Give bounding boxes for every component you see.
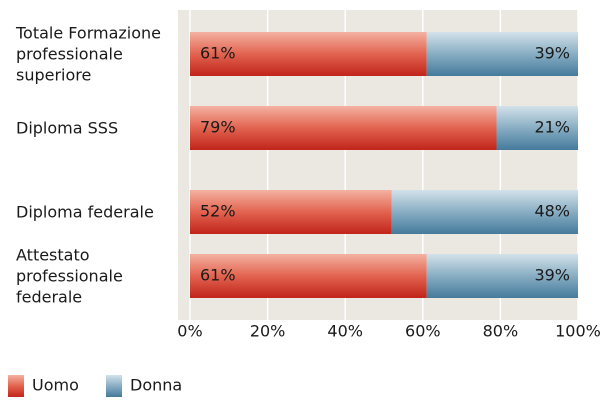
x-tick-label: 60%	[405, 322, 441, 341]
bar-segment	[496, 106, 578, 150]
legend-swatch	[106, 375, 122, 397]
category-label: Diploma SSS	[16, 118, 119, 138]
category-label: Totale Formazione professionale superior…	[16, 23, 162, 85]
value-label: 79%	[200, 118, 236, 137]
x-tick-label: 40%	[327, 322, 363, 341]
bar-segment	[426, 32, 578, 76]
value-label: 21%	[534, 118, 570, 137]
value-label: 52%	[200, 202, 236, 221]
value-label: 39%	[534, 266, 570, 285]
value-label: 61%	[200, 266, 236, 285]
legend-label: Uomo	[32, 376, 79, 395]
bar-segment	[190, 190, 392, 234]
x-tick-label: 80%	[483, 322, 519, 341]
x-tick-label: 20%	[250, 322, 286, 341]
legend-swatch	[8, 375, 24, 397]
bar-segment	[190, 254, 427, 298]
value-label: 61%	[200, 44, 236, 63]
bar-segment	[391, 190, 578, 234]
value-label: 48%	[534, 202, 570, 221]
category-label: Diploma federale	[16, 202, 154, 222]
bar-segment	[426, 254, 578, 298]
bar-segment	[190, 32, 427, 76]
value-label: 39%	[534, 44, 570, 63]
bar-segment	[190, 106, 497, 150]
legend-label: Donna	[130, 376, 182, 395]
category-label: Attestato professionale federale	[16, 245, 123, 307]
x-tick-label: 100%	[555, 322, 601, 341]
x-tick-label: 0%	[177, 322, 202, 341]
